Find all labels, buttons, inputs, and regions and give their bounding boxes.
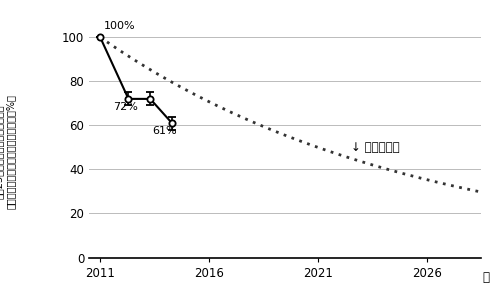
Text: 平成23年度調査結果を基準とした
土壌中の放射性セシウム濃度変化率（%）: 平成23年度調査結果を基準とした 土壌中の放射性セシウム濃度変化率（%） — [0, 94, 16, 209]
Text: 年: 年 — [482, 271, 489, 284]
Text: 61%: 61% — [152, 126, 177, 136]
Text: ↓ 物理的減衰: ↓ 物理的減衰 — [351, 141, 399, 154]
Text: 72%: 72% — [113, 102, 138, 112]
Text: 100%: 100% — [104, 21, 135, 31]
